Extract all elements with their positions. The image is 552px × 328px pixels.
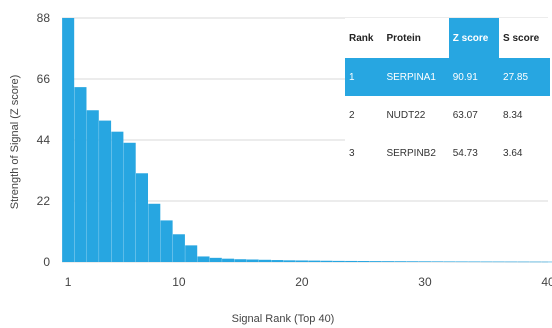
bar (517, 261, 530, 263)
bar (185, 245, 198, 262)
z-score-cell: 63.07 (452, 109, 478, 121)
bar (443, 261, 456, 263)
bar (283, 260, 296, 262)
header-s-score: S score (503, 32, 540, 44)
bar (86, 110, 99, 263)
bar (406, 261, 419, 262)
x-tick-label: 20 (295, 275, 309, 289)
y-tick-label: 66 (37, 72, 51, 86)
y-tick-labels: 0 22 44 66 88 (37, 11, 51, 269)
bar (332, 260, 345, 262)
bar (258, 259, 272, 262)
z-score-cell: 54.73 (452, 147, 478, 159)
x-axis-label: Signal Rank (Top 40) (232, 313, 335, 325)
y-tick-label: 0 (43, 255, 50, 269)
bar (123, 142, 136, 262)
s-score-cell: 27.85 (499, 58, 550, 96)
rank-cell: 2 (349, 109, 355, 121)
s-score-cell: 3.64 (503, 147, 523, 159)
table-row: 3 SERPINB2 54.73 3.64 (345, 134, 550, 172)
z-score-cell: 90.91 (448, 58, 500, 96)
bar (222, 258, 235, 262)
bar (431, 261, 444, 262)
bar (492, 261, 505, 263)
header-rank: Rank (349, 32, 374, 44)
x-tick-labels: 1 10 20 30 40 (65, 275, 552, 289)
header-protein: Protein (386, 32, 421, 44)
bar (62, 18, 75, 262)
score-table: Rank Protein Z score S score 1 SERPINA1 … (345, 18, 550, 172)
bar (234, 259, 247, 262)
bar (468, 261, 481, 263)
s-score-cell: 8.34 (503, 109, 523, 121)
protein-cell: SERPINA1 (382, 58, 449, 96)
bar (99, 120, 112, 262)
bar (541, 261, 552, 263)
bar (172, 234, 185, 262)
y-tick-label: 22 (37, 194, 51, 208)
header-z-score: Z score (448, 18, 500, 58)
y-tick-label: 88 (37, 11, 51, 25)
bars (62, 18, 552, 263)
bar (246, 259, 259, 262)
y-tick-label: 44 (37, 133, 51, 147)
bar (529, 261, 542, 263)
table-row: 1 SERPINA1 90.91 27.85 (345, 58, 550, 96)
bar (369, 261, 382, 262)
bar (160, 220, 173, 262)
rank-cell: 3 (349, 147, 355, 159)
bar (455, 261, 468, 263)
x-tick-label: 1 (65, 275, 72, 289)
bar (209, 257, 222, 262)
bar (308, 260, 321, 262)
bar (271, 260, 284, 262)
x-tick-label: 30 (418, 275, 432, 289)
bar (480, 261, 493, 263)
bar (345, 260, 358, 262)
bar (320, 260, 333, 262)
bar (197, 256, 210, 262)
table-row: 2 NUDT22 63.07 8.34 (345, 96, 550, 134)
bar (357, 261, 370, 262)
table-header-row: Rank Protein Z score S score (345, 18, 550, 58)
protein-cell: NUDT22 (386, 109, 426, 121)
rank-cell: 1 (345, 58, 383, 96)
bar (295, 260, 308, 262)
y-axis-label: Strength of Signal (Z score) (9, 75, 21, 210)
x-tick-label: 40 (541, 275, 552, 289)
bar (394, 261, 407, 262)
bar (111, 131, 124, 262)
bar (382, 261, 395, 262)
x-tick-label: 10 (172, 275, 186, 289)
bar (74, 87, 87, 263)
bar (418, 261, 431, 262)
bar (135, 173, 149, 262)
bar (505, 261, 518, 263)
protein-cell: SERPINB2 (386, 147, 436, 159)
bar (148, 203, 161, 262)
